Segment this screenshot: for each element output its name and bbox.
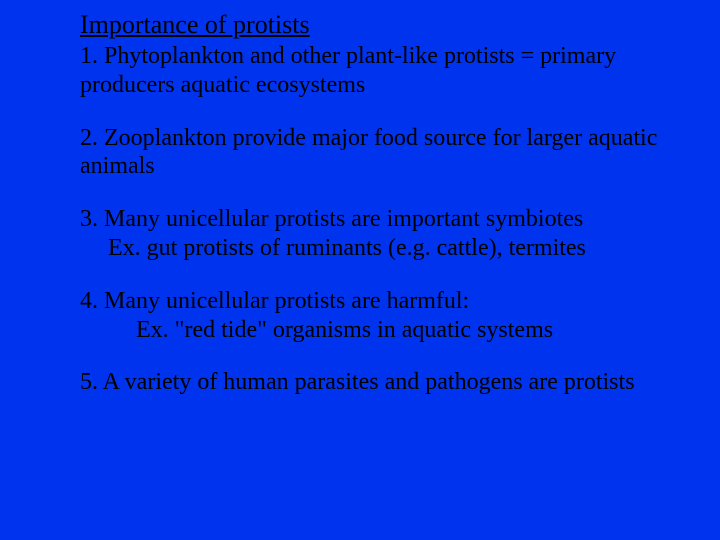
list-item: 5. A variety of human parasites and path… <box>80 368 680 397</box>
list-item: 2. Zooplankton provide major food source… <box>80 124 680 182</box>
item-text: 2. Zooplankton provide major food source… <box>80 124 680 182</box>
item-text: 3. Many unicellular protists are importa… <box>80 205 680 234</box>
item-text: 5. A variety of human parasites and path… <box>80 368 680 397</box>
item-example: Ex. "red tide" organisms in aquatic syst… <box>80 316 680 345</box>
list-item: 3. Many unicellular protists are importa… <box>80 205 680 263</box>
item-text: 4. Many unicellular protists are harmful… <box>80 287 680 316</box>
item-example: Ex. gut protists of ruminants (e.g. catt… <box>80 234 680 263</box>
slide-title: Importance of protists <box>80 10 680 40</box>
item-text: 1. Phytoplankton and other plant-like pr… <box>80 42 680 100</box>
list-item: 4. Many unicellular protists are harmful… <box>80 287 680 345</box>
list-item: 1. Phytoplankton and other plant-like pr… <box>80 42 680 100</box>
